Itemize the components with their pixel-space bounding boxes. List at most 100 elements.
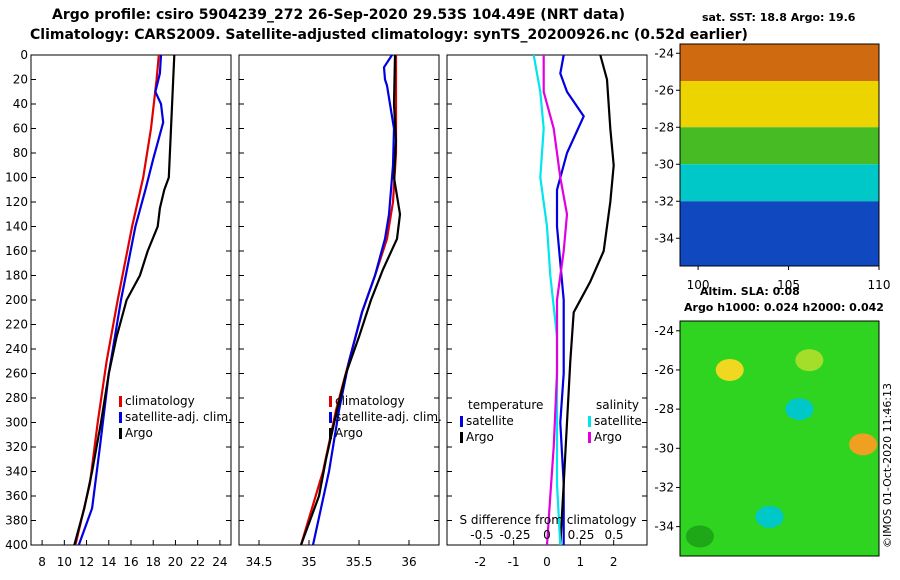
series-line-temperature-satellite (555, 54, 585, 545)
sst-band (680, 44, 879, 81)
legend-swatch (588, 416, 591, 427)
sst-lat-label: -34 (654, 231, 674, 245)
depth-tick-label: 380 (5, 514, 28, 528)
sst-map-title: sat. SST: 18.8 Argo: 19.6 (702, 11, 856, 24)
title-line-1: Argo profile: csiro 5904239_272 26-Sep-2… (52, 7, 625, 23)
sst-lat-label: -26 (654, 83, 674, 97)
legend-label: climatology (335, 394, 405, 408)
sst-map-frame (679, 43, 880, 267)
depth-tick-label: 160 (5, 244, 28, 258)
sst-lat-label: -30 (654, 157, 674, 171)
legend-swatch (588, 432, 591, 443)
legend-label: Argo (335, 426, 363, 440)
depth-tick-label: 400 (5, 538, 28, 552)
series-line-satellite-adj-clim- (311, 54, 396, 546)
legend-label: satellite-adj. clim. (125, 410, 232, 424)
sst-lat-label: -32 (654, 194, 674, 208)
x-tick-label: -1 (508, 555, 520, 569)
legend-title-salinity: salinity (596, 398, 639, 412)
series-line-argo (73, 54, 176, 546)
legend-swatch (329, 396, 332, 407)
diff-axis-title: S difference from climatology (460, 513, 637, 527)
x-tick-label: 35.5 (346, 555, 373, 569)
series-line-climatology (299, 55, 398, 546)
legend-swatch (329, 428, 332, 439)
x-tick-label: 2 (610, 555, 618, 569)
x-tick-label: 12 (79, 555, 94, 569)
legend-swatch (119, 396, 122, 407)
legend-label: Argo (466, 430, 494, 444)
x-tick-label: 22 (190, 555, 205, 569)
sla-lat-label: -30 (654, 441, 674, 455)
panel-frame-temperature-profile (30, 54, 232, 546)
legend-label: climatology (125, 394, 195, 408)
depth-tick-label: 120 (5, 195, 28, 209)
depth-tick-label: 320 (5, 440, 28, 454)
depth-tick-label: 340 (5, 465, 28, 479)
series-line-salinity-satellite (532, 54, 562, 546)
x-tick-label: 16 (123, 555, 138, 569)
series-line-temperature-argo (559, 54, 615, 546)
legend-title-temperature: temperature (468, 398, 543, 412)
sst-lon-label: 110 (868, 278, 891, 292)
sla-anomaly (685, 525, 714, 548)
legend-swatch (329, 412, 332, 423)
legend-swatch (460, 432, 463, 443)
sla-anomaly (755, 505, 784, 528)
depth-tick-label: 40 (13, 97, 28, 111)
x-tick-label: 34.5 (246, 555, 273, 569)
legend-label: Argo (125, 426, 153, 440)
x-tick-label: 18 (146, 555, 161, 569)
sla-lat-label: -24 (654, 324, 674, 338)
sla-anomaly (849, 433, 878, 456)
legend-label: Argo (594, 430, 622, 444)
sst-lon-label: 100 (687, 278, 710, 292)
legend-swatch (119, 412, 122, 423)
series-line-satellite-adj-clim- (77, 54, 165, 546)
depth-tick-label: 140 (5, 220, 28, 234)
legend-label: satellite-adj. clim. (335, 410, 442, 424)
depth-tick-label: 180 (5, 269, 28, 283)
series-line-salinity-argo (542, 55, 569, 546)
diff-top-tick-label: -0.5 (470, 528, 493, 542)
depth-tick-label: 260 (5, 367, 28, 381)
x-tick-label: 8 (38, 555, 46, 569)
sst-lon-label: 105 (777, 278, 800, 292)
sla-map-title-2: Argo h1000: 0.024 h2000: 0.042 (684, 301, 884, 314)
panel-frame-difference-profile (446, 54, 648, 546)
legend-label: satellite (466, 414, 514, 428)
depth-tick-label: 100 (5, 171, 28, 185)
depth-tick-label: 220 (5, 318, 28, 332)
x-tick-label: 36 (401, 555, 416, 569)
sst-lat-label: -28 (654, 120, 674, 134)
x-tick-label: 0 (543, 555, 551, 569)
sst-lat-label: -24 (654, 46, 674, 60)
diff-top-tick-label: 0 (543, 528, 551, 542)
x-tick-label: 35 (301, 555, 316, 569)
sla-map-frame (679, 320, 880, 557)
sst-band (680, 201, 879, 266)
diff-top-tick-label: 0.25 (568, 528, 595, 542)
legend-swatch (119, 428, 122, 439)
diff-top-tick-label: -0.25 (499, 528, 530, 542)
sla-anomaly (715, 358, 744, 381)
sla-anomaly (795, 349, 824, 372)
depth-tick-label: 20 (13, 73, 28, 87)
sla-lat-label: -34 (654, 520, 674, 534)
sst-band (680, 81, 879, 128)
depth-tick-label: 240 (5, 342, 28, 356)
x-tick-label: 20 (168, 555, 183, 569)
legend-swatch (460, 416, 463, 427)
title-line-2: Climatology: CARS2009. Satellite-adjuste… (30, 27, 748, 43)
diff-top-tick-label: 0.5 (604, 528, 623, 542)
x-tick-label: 10 (57, 555, 72, 569)
depth-tick-label: 0 (20, 48, 28, 62)
sla-lat-label: -28 (654, 402, 674, 416)
sla-anomaly (785, 398, 814, 421)
depth-tick-label: 280 (5, 391, 28, 405)
depth-tick-label: 60 (13, 122, 28, 136)
depth-tick-label: 300 (5, 416, 28, 430)
series-line-climatology (74, 54, 160, 546)
x-tick-label: -2 (474, 555, 486, 569)
